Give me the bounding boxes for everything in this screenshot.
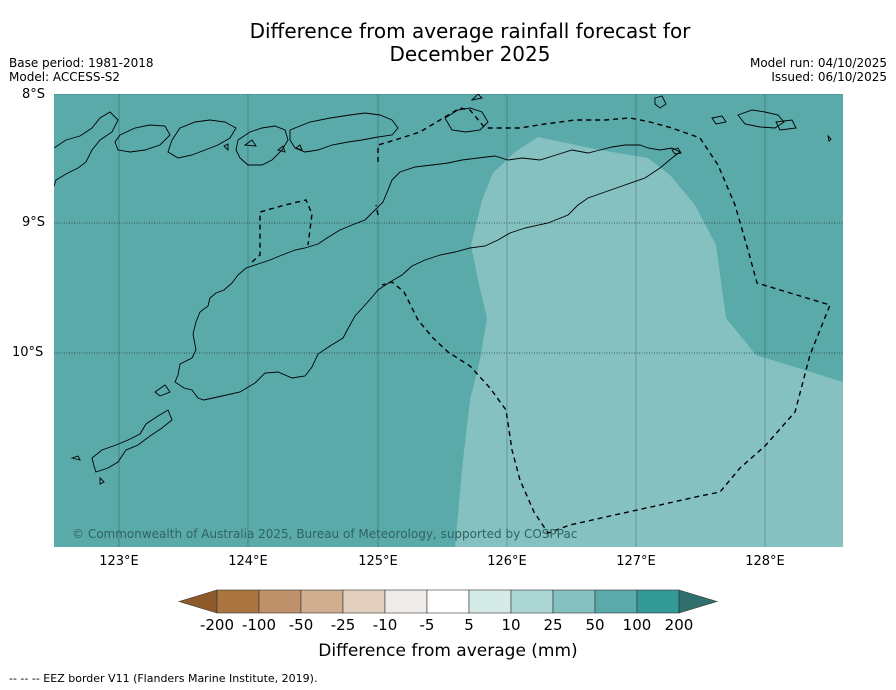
colorbar-tick-label: -5 [419,616,435,634]
lat-label-8s: 8°S [22,87,46,102]
metadata-right: Model run: 04/10/2025 Issued: 06/10/2025 [750,56,887,84]
colorbar-segment [636,589,680,614]
colorbar-segment [342,589,386,614]
colorbar-segment [384,589,428,614]
lon-label-126e: 126°E [487,554,527,569]
page-title: Difference from average rainfall forecas… [0,20,896,66]
colorbar-segment [510,589,554,614]
lon-label-128e: 128°E [745,554,785,569]
eez-legend-note: -- -- -- EEZ border V11 (Flanders Marine… [9,672,318,685]
colorbar-segment [216,589,260,614]
colorbar-segment [426,589,470,614]
colorbar-tick-label: 5 [464,616,474,634]
lembata-island-outline [167,119,237,159]
babar-island-outline [737,109,785,129]
longitude-gridlines [118,94,766,547]
colorbar-segment [468,589,512,614]
model-name: Model: ACCESS-S2 [9,70,121,84]
roti-island-outline [91,409,173,473]
lat-label-9s: 9°S [22,215,46,230]
latitude-gridlines [54,94,843,354]
colorbar-segment [594,589,638,614]
colorbar-tick-label: -10 [372,616,398,634]
lat-label-10s: 10°S [12,345,44,360]
base-period: Base period: 1981-2018 [9,56,154,70]
lon-label-125e: 125°E [358,554,398,569]
alor-island-outline [289,112,399,153]
colorbar-title: Difference from average (mm) [318,641,578,661]
colorbar-tick-label: 50 [585,616,605,634]
title-line-2: December 2025 [389,42,551,66]
eez-oecusse [251,199,313,263]
colorbar-tick-label: 100 [622,616,652,634]
wetar-island-outline [444,107,489,133]
colorbar-segment [552,589,596,614]
colorbar-tick-label: -50 [288,616,314,634]
flores-tip-outline [54,111,119,187]
issued-date: Issued: 06/10/2025 [771,70,887,84]
colorbar-tick-label: -200 [199,616,235,634]
colorbar-extend-high [678,589,719,614]
rainfall-anomaly-25-50-region [455,137,843,547]
title-line-1: Difference from average rainfall forecas… [249,19,691,43]
map-area: © Commonwealth of Australia 2025, Bureau… [54,94,843,547]
lon-label-124e: 124°E [228,554,268,569]
colorbar-segment [258,589,302,614]
metadata-left: Base period: 1981-2018 Model: ACCESS-S2 [9,56,154,84]
timor-island-outline [174,144,681,401]
colorbar-tick-label: 200 [664,616,694,634]
model-run: Model run: 04/10/2025 [749,56,887,70]
lon-label-127e: 127°E [616,554,656,569]
colorbar-segment [300,589,344,614]
coastlines [54,94,832,485]
eez-boundaries [251,107,831,534]
colorbar-tick-label: 10 [501,616,521,634]
copyright-notice: © Commonwealth of Australia 2025, Bureau… [72,527,577,541]
colorbar-tick-label: -100 [241,616,277,634]
colorbar-tick-label: 25 [543,616,563,634]
solor-island-outline [114,124,171,153]
colorbar-extend-low [177,589,218,614]
pantar-island-outline [235,125,289,166]
colorbar-tick-label: -25 [330,616,356,634]
lon-label-123e: 123°E [99,554,139,569]
colorbar [177,589,719,614]
